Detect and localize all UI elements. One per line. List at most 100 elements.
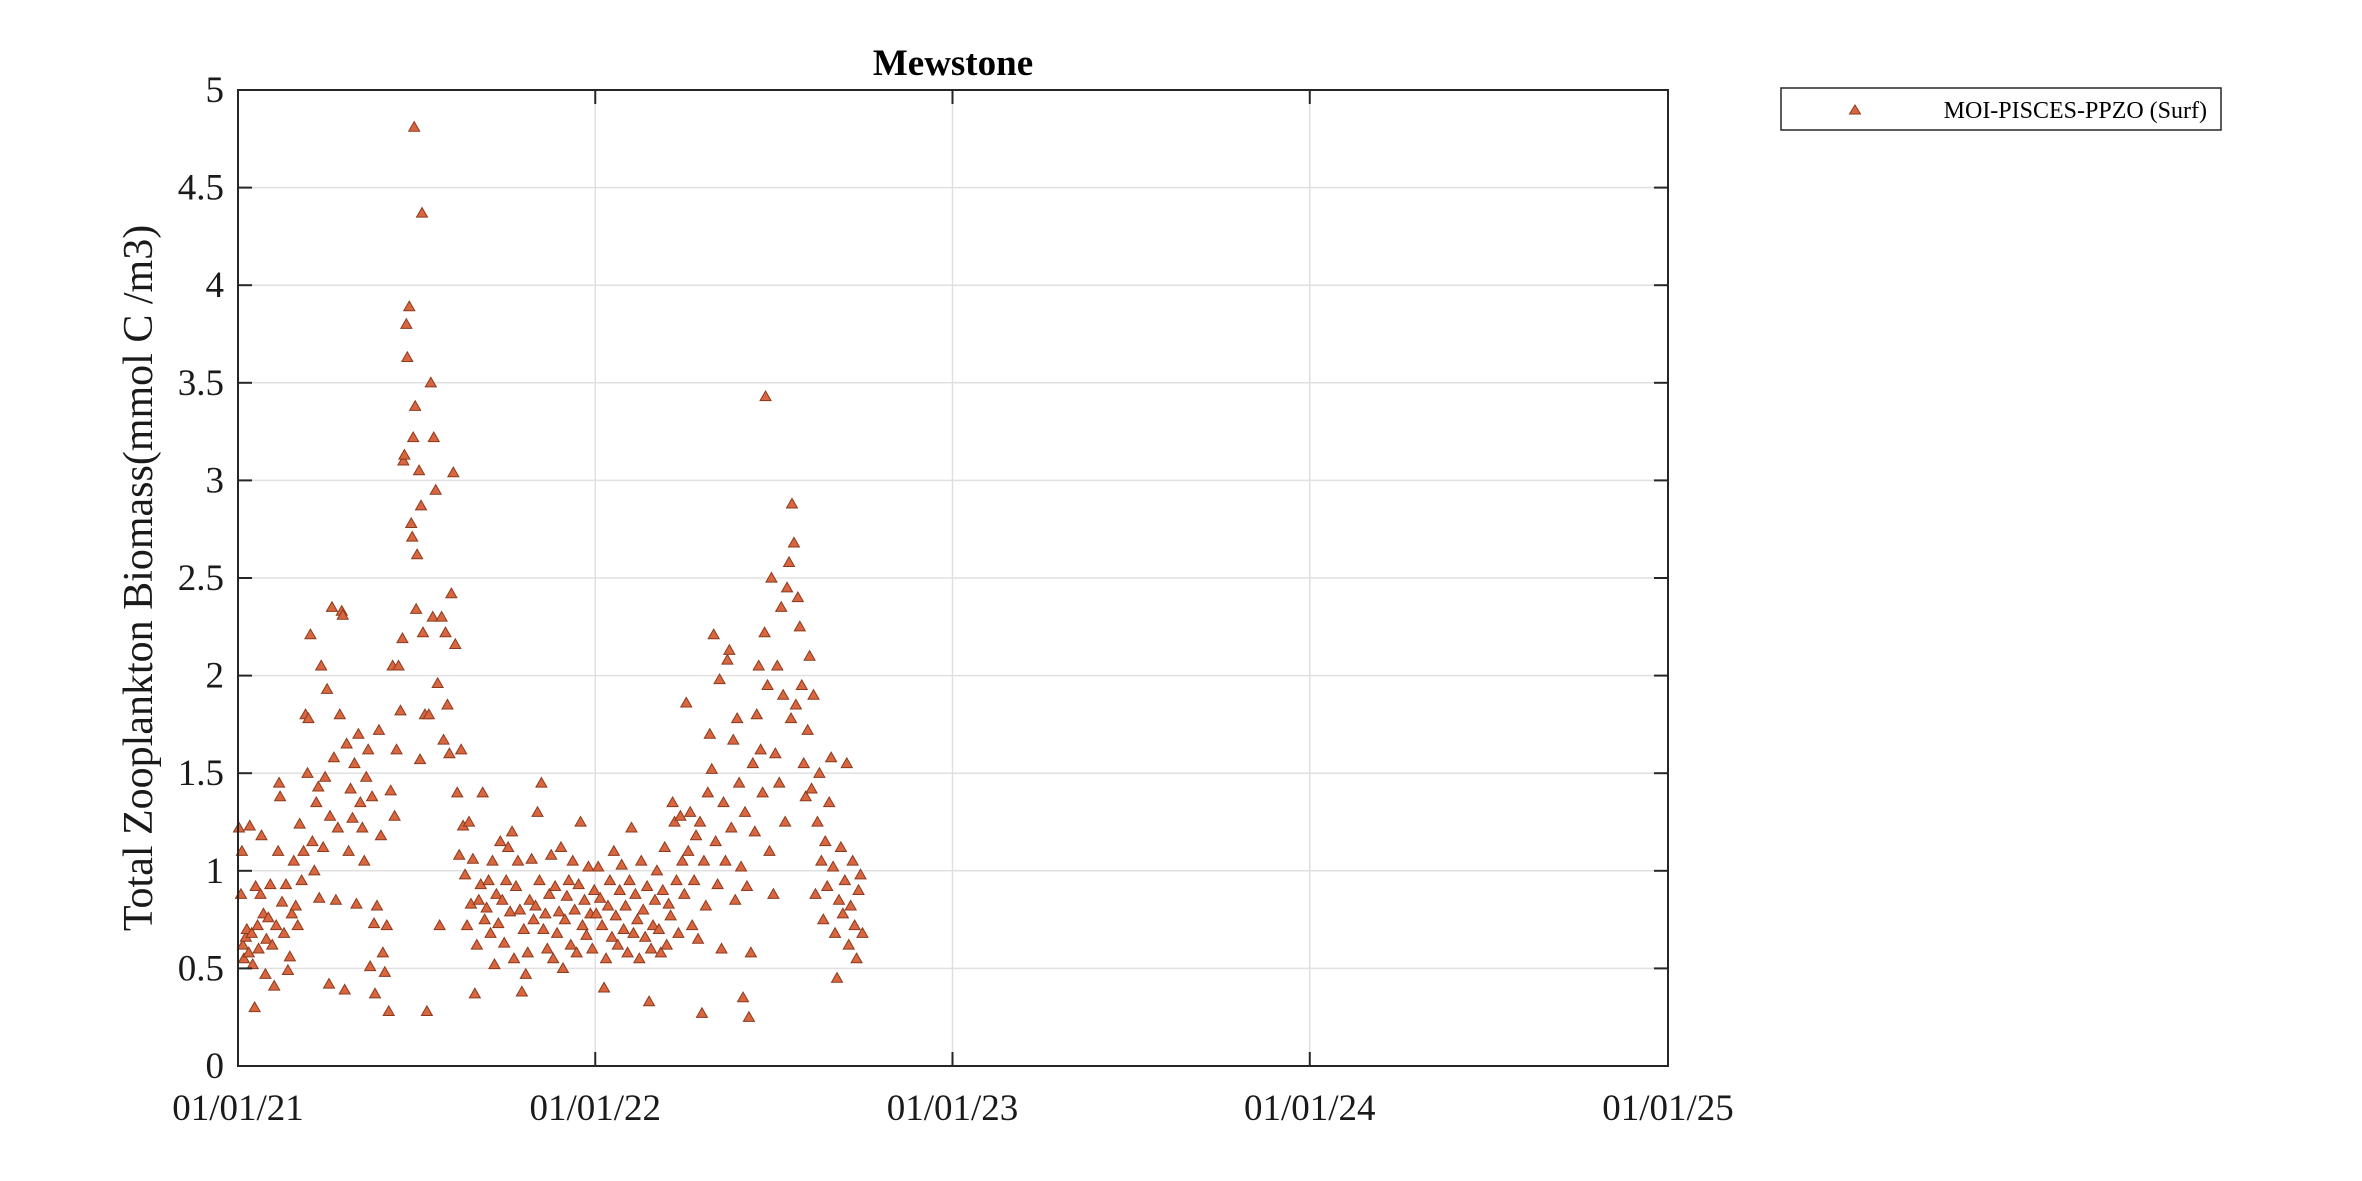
data-point-0-127: [450, 786, 464, 798]
data-point-0-102: [408, 399, 422, 411]
data-point-0-45: [307, 864, 321, 876]
data-point-0-264: [719, 854, 732, 866]
data-point-0-43: [304, 628, 317, 640]
data-point-0-142: [480, 901, 493, 913]
data-point-0-78: [368, 987, 382, 999]
data-point-0-266: [722, 643, 736, 655]
data-point-0-124: [445, 587, 458, 599]
data-point-0-288: [765, 571, 778, 583]
data-point-0-177: [548, 879, 562, 892]
data-point-0-70: [353, 795, 367, 808]
data-point-0-228: [648, 893, 662, 905]
data-point-0-76: [365, 790, 379, 802]
data-point-0-254: [699, 899, 713, 911]
y-tick-label-5: 2.5: [178, 558, 224, 599]
data-point-0-158: [511, 854, 525, 866]
legend-marker-triangle-icon: [1848, 104, 1862, 115]
data-point-0-324: [834, 840, 848, 853]
data-point-0-187: [568, 903, 582, 915]
data-point-0-95: [399, 317, 413, 329]
data-point-0-188: [570, 946, 584, 958]
data-point-0-252: [695, 1006, 709, 1018]
data-point-0-196: [585, 942, 599, 954]
data-point-0-99: [405, 530, 419, 542]
data-point-0-191: [576, 918, 589, 931]
data-point-0-189: [572, 877, 585, 890]
data-point-0-308: [803, 649, 816, 661]
x-tick-label-3: 01/01/24: [1244, 1088, 1376, 1129]
data-point-0-116: [429, 483, 443, 495]
y-tick-label-6: 3: [206, 460, 225, 501]
data-point-0-186: [566, 854, 580, 866]
data-point-0-245: [681, 844, 695, 856]
data-point-0-86: [384, 784, 398, 796]
data-point-0-224: [640, 879, 654, 892]
data-point-0-20: [261, 911, 275, 923]
data-point-0-285: [759, 389, 772, 402]
data-point-0-100: [406, 430, 420, 443]
data-point-0-294: [776, 688, 790, 700]
data-point-0-161: [517, 922, 531, 934]
data-point-0-147: [490, 887, 503, 899]
data-point-0-71: [355, 821, 369, 833]
data-point-0-221: [634, 854, 648, 866]
data-point-0-135: [466, 852, 480, 864]
data-point-0-317: [820, 879, 834, 892]
data-point-0-68: [350, 897, 363, 909]
data-point-0-73: [359, 770, 373, 782]
data-point-0-64: [342, 844, 355, 856]
data-point-0-26: [272, 776, 286, 788]
data-point-0-225: [642, 995, 656, 1007]
data-point-0-249: [689, 829, 703, 841]
data-point-0-215: [623, 874, 636, 886]
data-point-0-303: [793, 620, 807, 632]
data-point-0-81: [374, 829, 388, 841]
y-tick-label-2: 1: [206, 851, 225, 892]
data-point-0-192: [578, 893, 591, 905]
data-point-0-123: [443, 747, 456, 759]
data-point-0-21: [263, 877, 277, 890]
data-point-0-204: [601, 899, 615, 911]
data-point-0-137: [470, 938, 484, 950]
data-point-0-295: [778, 815, 792, 827]
data-point-0-140: [476, 786, 490, 798]
data-point-0-168: [531, 805, 544, 817]
data-point-0-256: [703, 727, 717, 739]
data-point-0-36: [291, 918, 305, 931]
data-point-0-41: [301, 766, 314, 778]
data-point-0-229: [650, 864, 664, 876]
data-point-0-82: [376, 946, 390, 958]
data-point-0-120: [437, 733, 450, 745]
data-point-0-185: [564, 938, 578, 950]
data-point-0-230: [652, 922, 666, 934]
data-point-0-157: [509, 879, 523, 892]
data-point-0-318: [822, 795, 836, 808]
data-point-0-145: [486, 854, 499, 866]
data-point-0-8: [243, 819, 257, 831]
data-point-0-166: [527, 913, 540, 925]
data-point-0-152: [499, 874, 513, 886]
data-point-0-109: [416, 626, 430, 638]
data-point-0-113: [424, 376, 438, 388]
y-tick-labels: 0 0.5 1 1.5 2 2.5 3 3.5 4 4.5 5: [178, 70, 224, 1087]
data-point-0-59: [333, 708, 347, 720]
data-point-0-280: [750, 708, 764, 720]
data-point-0-253: [697, 854, 711, 866]
y-tick-label-1: 0.5: [178, 948, 224, 989]
data-point-0-306: [799, 790, 813, 802]
data-point-0-97: [402, 300, 416, 312]
data-point-0-276: [742, 1010, 756, 1022]
data-point-0-305: [797, 756, 811, 769]
data-point-0-169: [533, 874, 546, 886]
data-point-0-281: [752, 659, 766, 671]
x-tick-labels: 01/01/21 01/01/22 01/01/23 01/01/24 01/01/25: [172, 1088, 1734, 1129]
data-point-0-234: [660, 938, 674, 950]
data-point-0-243: [677, 887, 691, 899]
data-point-0-28: [275, 895, 289, 907]
data-point-0-297: [782, 555, 796, 568]
data-point-0-314: [814, 854, 828, 866]
data-point-0-263: [717, 795, 730, 808]
data-point-0-257: [705, 762, 719, 774]
data-point-0-138: [472, 893, 486, 905]
data-point-0-326: [838, 874, 852, 886]
